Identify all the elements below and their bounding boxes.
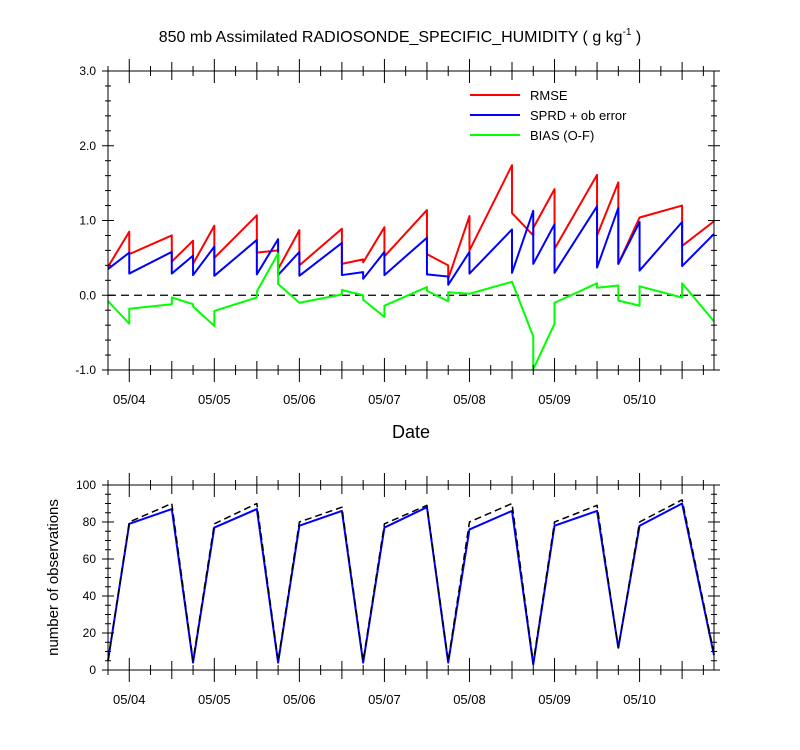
top-series-line-rmse — [107, 164, 715, 280]
top-x-tick-label: 05/09 — [538, 392, 571, 407]
bottom-panel-observation-counts: 0 20 40 60 80 100 05/04 05/05 05/06 05/07 05/08 05/… — [45, 473, 720, 707]
bottom-y-tick-label: 100 — [76, 478, 96, 492]
top-panel-series-layer — [107, 164, 715, 371]
bottom-x-tick-label: 05/08 — [453, 692, 486, 707]
bottom-x-tick-label: 05/05 — [198, 692, 231, 707]
legend-label-rmse: RMSE — [530, 88, 568, 103]
bottom-y-tick-label: 20 — [83, 626, 97, 640]
bottom-series-line-possible — [107, 499, 715, 664]
top-x-tick-label: 05/06 — [283, 392, 316, 407]
top-x-tick-label: 05/10 — [623, 392, 656, 407]
bottom-y-tick-label: 60 — [83, 552, 97, 566]
bottom-panel-frame — [107, 484, 715, 671]
chart-title: 850 mb Assimilated RADIOSONDE_SPECIFIC_H… — [159, 27, 642, 46]
top-panel-rmse-spread-bias: -1.0 0.0 1.0 2.0 3.0 05/04 05/05 05/06 05/07 05/0… — [75, 59, 720, 442]
bottom-panel-y-axis-label: number of observations — [45, 499, 62, 656]
top-panel-ticks-layer: -1.0 0.0 1.0 2.0 3.0 05/04 05/05 05/06 05/07 05/0… — [75, 59, 720, 407]
bottom-y-tick-label: 80 — [83, 515, 97, 529]
top-y-tick-label: 0.0 — [79, 288, 96, 302]
bottom-panel-ticks-layer: 0 20 40 60 80 100 05/04 05/05 05/06 05/07 05/08 05/… — [76, 473, 720, 707]
top-y-tick-label: 1.0 — [79, 214, 96, 228]
bottom-panel-series-layer — [107, 499, 715, 666]
chart-title-close: ) — [631, 29, 641, 46]
bottom-y-tick-label: 0 — [89, 663, 96, 677]
top-y-tick-label: 3.0 — [79, 64, 96, 78]
top-x-tick-label: 05/05 — [198, 392, 231, 407]
bottom-y-tick-label: 40 — [83, 589, 97, 603]
legend-label-bias-o-f: BIAS (O-F) — [530, 128, 594, 143]
bottom-x-tick-label: 05/09 — [538, 692, 571, 707]
bottom-series-line-assimilated — [107, 502, 715, 666]
legend-label-sprd-ob-error: SPRD + ob error — [530, 108, 627, 123]
bottom-x-tick-label: 05/04 — [113, 692, 146, 707]
bottom-x-tick-label: 05/07 — [368, 692, 401, 707]
top-panel-legend: RMSE SPRD + ob error BIAS (O-F) — [470, 88, 627, 143]
top-y-tick-label: 2.0 — [79, 139, 96, 153]
top-x-tick-label: 05/07 — [368, 392, 401, 407]
top-y-tick-label: -1.0 — [75, 363, 96, 377]
top-panel-x-axis-label: Date — [392, 422, 430, 442]
top-x-tick-label: 05/08 — [453, 392, 486, 407]
bottom-x-tick-label: 05/10 — [623, 692, 656, 707]
chart-title-main: 850 mb Assimilated RADIOSONDE_SPECIFIC_H… — [159, 29, 623, 46]
chart-title-superscript: -1 — [623, 27, 632, 38]
top-series-line-sprd-ob-error — [107, 205, 715, 286]
top-x-tick-label: 05/04 — [113, 392, 146, 407]
bottom-x-tick-label: 05/06 — [283, 692, 316, 707]
top-series-line-bias-o-f — [107, 252, 715, 371]
